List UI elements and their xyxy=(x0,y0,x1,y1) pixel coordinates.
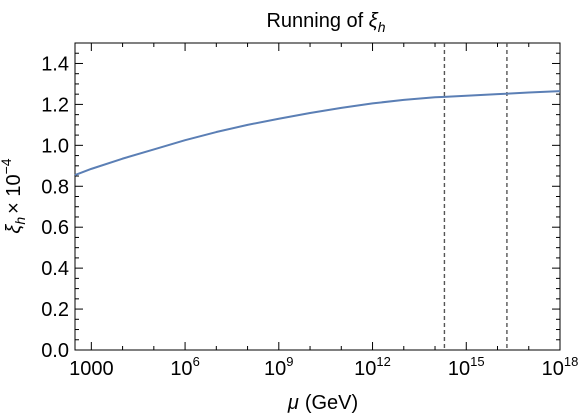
series-line-1 xyxy=(74,90,561,176)
x-tick-label-exponent: 18 xyxy=(564,354,578,369)
x-tick-label-base: 10 xyxy=(264,358,286,380)
x-tick-label: 1018 xyxy=(542,354,578,380)
x-tick-label: 1012 xyxy=(354,354,391,380)
y-tick-labels: 0.0 0.2 0.4 0.6 0.8 1.0 1.2 1.4 xyxy=(41,53,69,362)
chart-title-symbol: ξ xyxy=(369,10,379,32)
x-tick-label: 1015 xyxy=(448,354,485,380)
x-tick-labels: 1000 106 109 1012 1015 1018 xyxy=(69,354,578,380)
y-axis-label-exponent: −4 xyxy=(0,158,14,174)
vertical-lines xyxy=(443,43,508,350)
x-tick-label-base: 1000 xyxy=(69,358,114,380)
y-tick-label: 0.6 xyxy=(41,217,69,239)
x-tick-label-exponent: 15 xyxy=(470,354,484,369)
x-tick-label-exponent: 6 xyxy=(193,354,200,369)
x-axis-label-symbol: μ xyxy=(287,392,299,414)
chart-title: Running of ξh xyxy=(266,10,385,35)
x-axis-label: μ (GeV) xyxy=(287,392,358,414)
y-axis-label-symbol: ξ xyxy=(3,224,25,234)
y-axis-label-times: × 10 xyxy=(3,174,25,213)
x-tick-label-base: 10 xyxy=(354,358,376,380)
x-axis-label-text: (GeV) xyxy=(305,392,358,414)
axis-ticks xyxy=(75,42,561,351)
x-tick-label: 1000 xyxy=(69,358,114,380)
y-axis-label-subscript: h xyxy=(12,217,28,225)
x-tick-label: 109 xyxy=(264,354,293,380)
y-tick-label: 0.8 xyxy=(41,176,69,198)
series xyxy=(74,90,561,176)
x-tick-label-base: 10 xyxy=(542,358,564,380)
x-tick-label-base: 10 xyxy=(170,358,192,380)
y-tick-label: 0.2 xyxy=(41,299,69,321)
y-tick-label: 0.0 xyxy=(41,340,69,362)
y-tick-label: 1.0 xyxy=(41,135,69,157)
y-tick-label: 1.2 xyxy=(41,94,69,116)
plot-frame xyxy=(74,42,561,351)
chart-title-subscript: h xyxy=(378,19,386,35)
x-tick-label-exponent: 9 xyxy=(286,354,293,369)
y-axis-label: ξh × 10−4 xyxy=(0,158,28,233)
y-tick-label: 0.4 xyxy=(41,258,69,280)
chart-title-text: Running of xyxy=(266,10,368,32)
y-tick-label: 1.4 xyxy=(41,53,69,75)
x-tick-label-base: 10 xyxy=(448,358,470,380)
x-tick-label: 106 xyxy=(170,354,199,380)
x-tick-label-exponent: 12 xyxy=(376,354,390,369)
